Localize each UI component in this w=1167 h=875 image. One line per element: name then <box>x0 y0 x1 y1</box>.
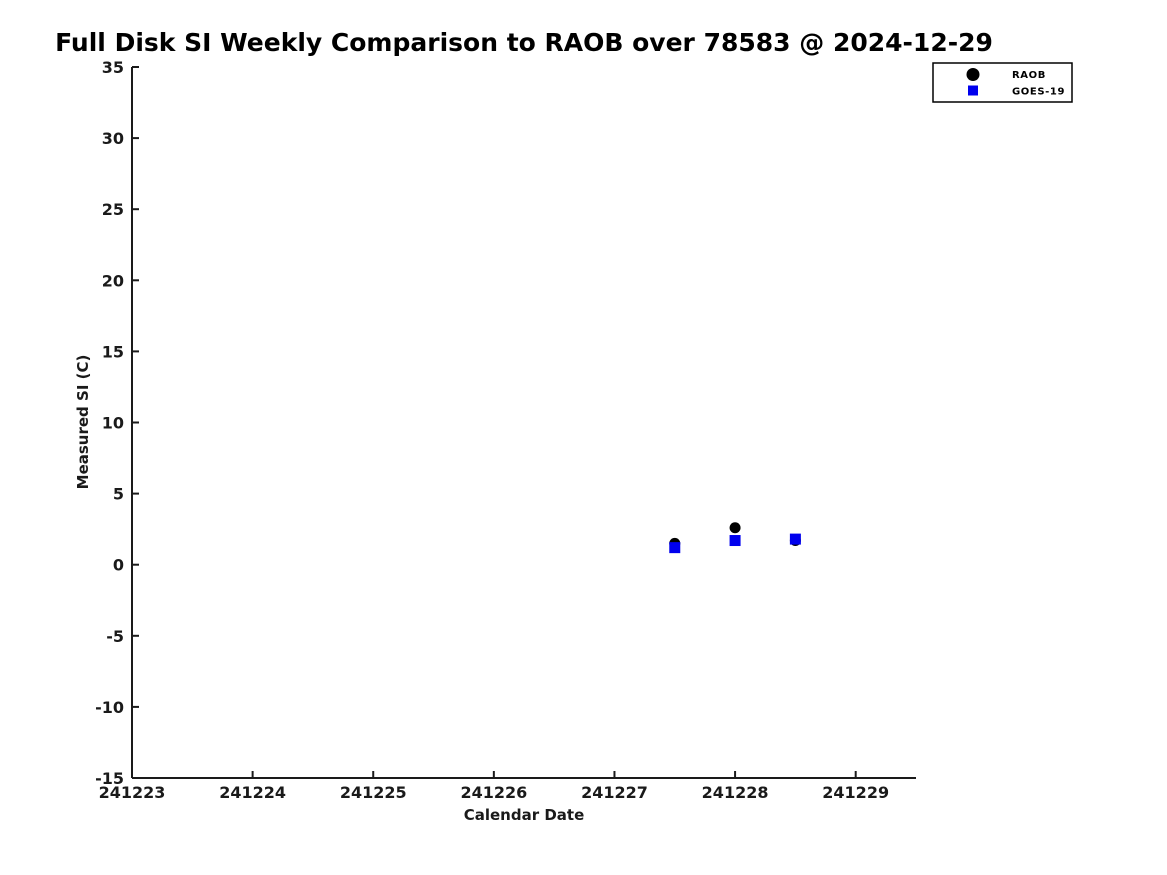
legend-box <box>932 62 1073 103</box>
x-tick-label: 241225 <box>340 783 407 802</box>
x-tick-label: 241226 <box>460 783 527 802</box>
legend: RAOB GOES-19 <box>932 62 1073 103</box>
raob-circle-marker-icon <box>966 68 980 81</box>
goes19-square-marker-icon <box>968 85 978 96</box>
y-tick-label: 0 <box>113 556 124 575</box>
chart-title: Full Disk SI Weekly Comparison to RAOB o… <box>55 28 993 57</box>
x-tick-label: 241224 <box>219 783 286 802</box>
legend-label-goes19: GOES-19 <box>1012 87 1065 98</box>
data-point-goes-19 <box>789 533 801 545</box>
y-tick-label: 35 <box>102 58 124 77</box>
y-tick-label: 15 <box>102 342 124 361</box>
y-tick-label: 30 <box>102 129 124 148</box>
y-tick-label: 10 <box>102 414 124 433</box>
y-tick-label: 20 <box>102 271 124 290</box>
y-tick-label: -5 <box>106 627 124 646</box>
y-tick-label: -10 <box>95 698 124 717</box>
data-point-raob <box>729 522 741 534</box>
y-tick-label: -15 <box>95 769 124 788</box>
legend-label-raob: RAOB <box>1012 70 1046 81</box>
y-tick-label: 25 <box>102 200 124 219</box>
x-tick-label: 241223 <box>99 783 166 802</box>
x-axis-label: Calendar Date <box>464 806 585 824</box>
data-point-goes-19 <box>729 535 741 547</box>
x-tick-label: 241229 <box>822 783 889 802</box>
y-axis-label: Measured SI (C) <box>74 355 92 490</box>
axes: -15 -10 -5 0 5 10 15 20 25 30 35 241223 241224 241225… <box>95 58 916 802</box>
x-tick-label: 241227 <box>581 783 648 802</box>
x-tick-label: 241228 <box>702 783 769 802</box>
y-tick-label: 5 <box>113 485 124 504</box>
data-points <box>669 522 801 554</box>
data-point-goes-19 <box>669 542 681 554</box>
